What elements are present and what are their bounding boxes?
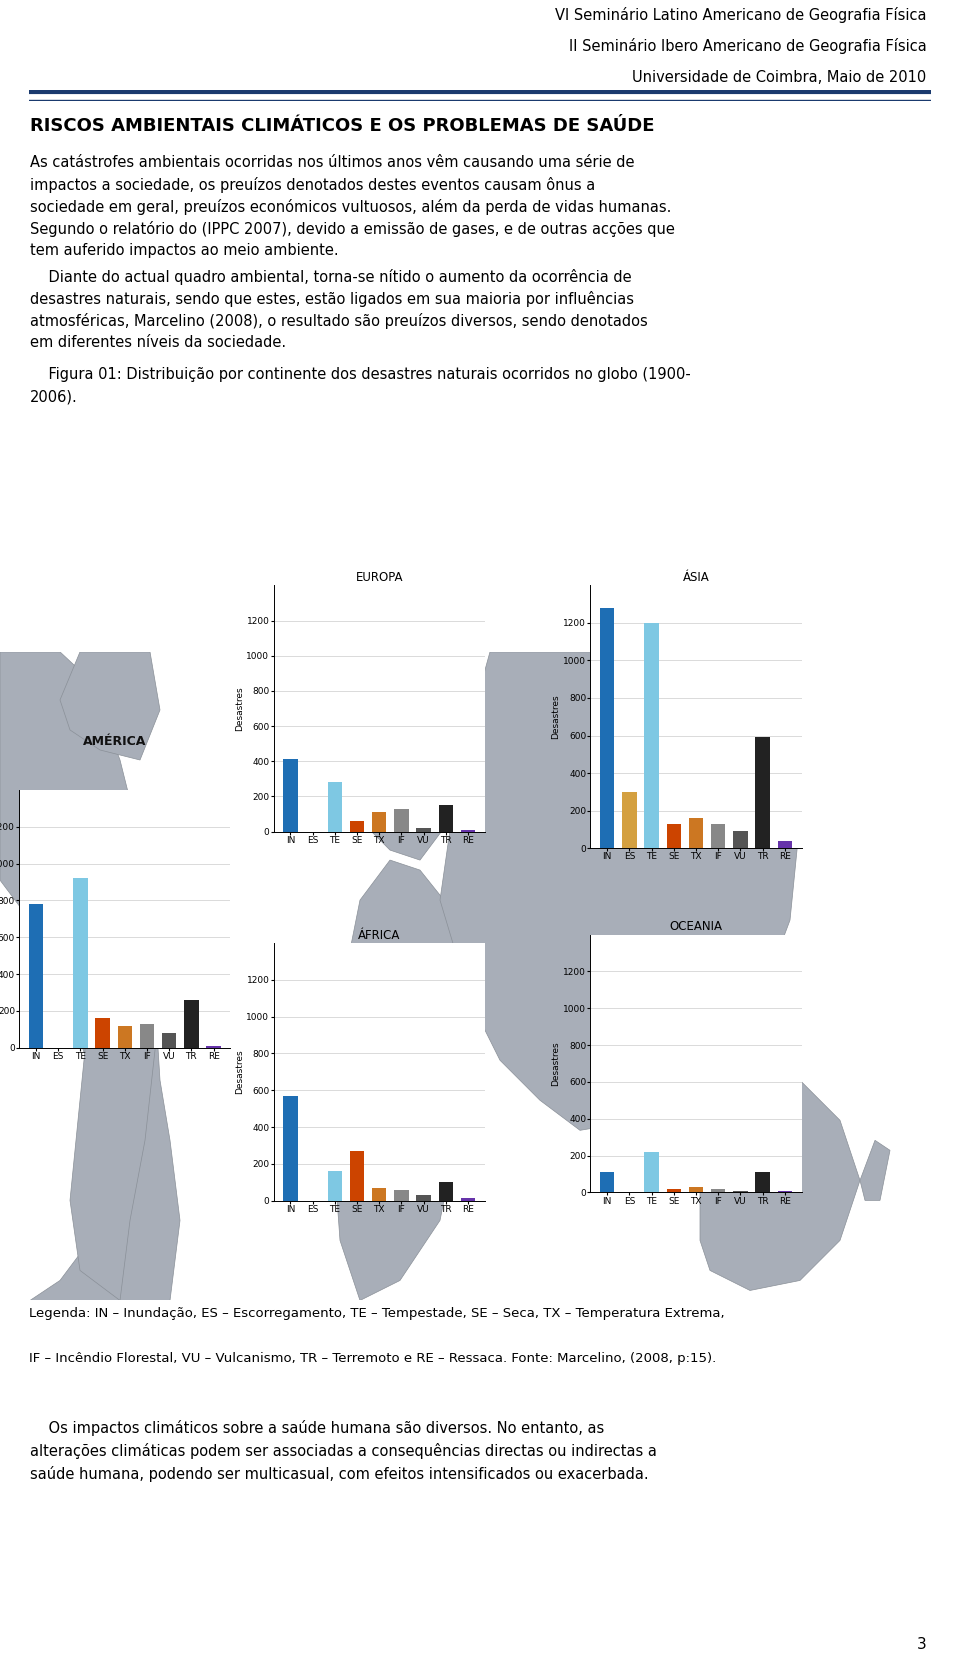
Title: OCEANIA: OCEANIA (669, 920, 723, 933)
Bar (644, 1152, 659, 1192)
Polygon shape (330, 860, 470, 1300)
Polygon shape (860, 1141, 890, 1201)
Text: desastres naturais, sendo que estes, estão ligados em sua maioria por influência: desastres naturais, sendo que estes, est… (30, 291, 634, 308)
Bar (733, 832, 748, 848)
Bar (395, 808, 409, 832)
Bar (666, 1189, 681, 1192)
Text: Figura 01: Distribuição por continente dos desastres naturais ocorridos no globo: Figura 01: Distribuição por continente d… (30, 368, 691, 382)
Bar (184, 999, 199, 1048)
Bar (756, 1172, 770, 1192)
Bar (666, 823, 681, 848)
Text: em diferentes níveis da sociedade.: em diferentes níveis da sociedade. (30, 336, 286, 351)
Polygon shape (760, 1121, 820, 1171)
Y-axis label: Desastres: Desastres (234, 1049, 244, 1094)
Bar (644, 624, 659, 848)
Bar (206, 1046, 221, 1048)
Bar (461, 1197, 475, 1201)
Y-axis label: Desastres: Desastres (234, 687, 244, 730)
Bar (711, 823, 726, 848)
Bar (395, 1189, 409, 1201)
Text: sociedade em geral, preuízos económicos vultuosos, além da perda de vidas humana: sociedade em geral, preuízos económicos … (30, 200, 671, 215)
Text: Universidade de Coimbra, Maio de 2010: Universidade de Coimbra, Maio de 2010 (632, 70, 926, 85)
Bar (140, 1024, 155, 1048)
Bar (778, 1191, 792, 1192)
Bar (95, 1018, 109, 1048)
Bar (349, 1151, 364, 1201)
Text: saúde humana, podendo ser multicasual, com efeitos intensificados ou exacerbada.: saúde humana, podendo ser multicasual, c… (30, 1467, 649, 1482)
Text: ÁFRICA: ÁFRICA (370, 1019, 420, 1033)
Bar (417, 828, 431, 832)
Text: Os impactos climáticos sobre a saúde humana são diversos. No entanto, as: Os impactos climáticos sobre a saúde hum… (30, 1420, 604, 1437)
Y-axis label: Desastres: Desastres (551, 695, 561, 738)
Text: impactos a sociedade, os preuízos denotados destes eventos causam ônus a: impactos a sociedade, os preuízos denota… (30, 178, 595, 193)
Bar (372, 812, 387, 832)
Polygon shape (340, 652, 470, 860)
Bar (327, 782, 342, 832)
Title: ÁFRICA: ÁFRICA (358, 928, 400, 941)
Polygon shape (740, 710, 780, 790)
Title: ÁSIA: ÁSIA (683, 570, 709, 584)
Bar (417, 1196, 431, 1201)
Y-axis label: Desastres: Desastres (551, 1041, 561, 1086)
Text: AMÉRICA: AMÉRICA (84, 860, 147, 873)
Text: AMÉRICA: AMÉRICA (84, 735, 147, 748)
Polygon shape (70, 900, 160, 1300)
Bar (283, 1096, 298, 1201)
Polygon shape (700, 1081, 860, 1290)
Bar (688, 818, 704, 848)
Bar (372, 1187, 387, 1201)
Text: 3: 3 (917, 1636, 926, 1653)
Bar (349, 822, 364, 832)
Bar (600, 609, 614, 848)
Text: IF – Incêndio Florestal, VU – Vulcanismo, TR – Terremoto e RE – Ressaca. Fonte: : IF – Incêndio Florestal, VU – Vulcanismo… (29, 1352, 716, 1365)
Bar (600, 1172, 614, 1192)
Polygon shape (680, 1101, 760, 1161)
Bar (283, 760, 298, 832)
Text: Legenda: IN – Inundação, ES – Escorregamento, TE – Tempestade, SE – Seca, TX – T: Legenda: IN – Inundação, ES – Escorregam… (29, 1307, 725, 1320)
Bar (162, 1033, 177, 1048)
Text: Segundo o relatório do (IPPC 2007), devido a emissão de gases, e de outras acçõe: Segundo o relatório do (IPPC 2007), devi… (30, 221, 675, 238)
Bar (117, 1026, 132, 1048)
Title: EUROPA: EUROPA (355, 570, 403, 584)
Bar (439, 805, 453, 832)
Bar (778, 840, 792, 848)
Text: tem auferido impactos ao meio ambiente.: tem auferido impactos ao meio ambiente. (30, 243, 339, 258)
Bar (688, 1187, 704, 1192)
Bar (733, 1191, 748, 1192)
Bar (711, 1189, 726, 1192)
Text: RISCOS AMBIENTAIS CLIMÁTICOS E OS PROBLEMAS DE SAÚDE: RISCOS AMBIENTAIS CLIMÁTICOS E OS PROBLE… (30, 116, 655, 135)
Text: As catástrofes ambientais ocorridas nos últimos anos vêm causando uma série de: As catástrofes ambientais ocorridas nos … (30, 155, 635, 170)
Bar (29, 905, 43, 1048)
Polygon shape (440, 652, 800, 1131)
Text: alterações climáticas podem ser associadas a consequências directas ou indirecta: alterações climáticas podem ser associad… (30, 1443, 657, 1458)
Polygon shape (60, 652, 160, 760)
Bar (73, 878, 87, 1048)
Bar (439, 1182, 453, 1201)
Text: atmosféricas, Marcelino (2008), o resultado são preuízos diversos, sendo denotad: atmosféricas, Marcelino (2008), o result… (30, 313, 648, 329)
Text: VI Seminário Latino Americano de Geografia Física: VI Seminário Latino Americano de Geograf… (555, 7, 926, 23)
Polygon shape (0, 652, 180, 1300)
Bar (756, 737, 770, 848)
Text: Diante do actual quadro ambiental, torna-se nítido o aumento da ocorrência de: Diante do actual quadro ambiental, torna… (30, 269, 632, 284)
Bar (622, 792, 636, 848)
Text: 2006).: 2006). (30, 389, 78, 404)
Bar (461, 830, 475, 832)
Bar (327, 1171, 342, 1201)
Text: II Seminário Ibero Americano de Geografia Física: II Seminário Ibero Americano de Geografi… (568, 38, 926, 53)
